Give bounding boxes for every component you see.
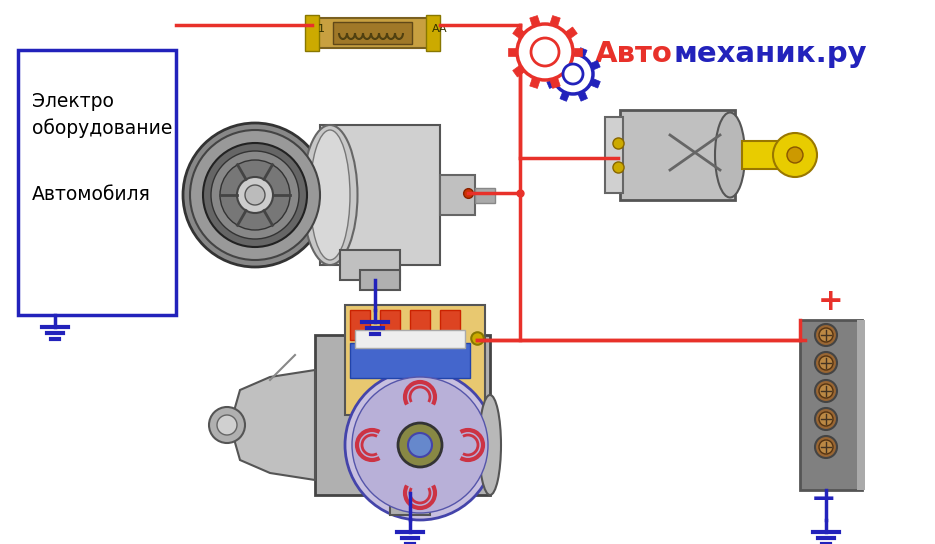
Bar (18, 50, 176, 315)
Circle shape (183, 123, 327, 267)
Bar (390, 490, 430, 515)
Bar (380, 310, 400, 340)
Circle shape (517, 24, 573, 80)
Circle shape (819, 412, 833, 426)
Bar (547, 61, 555, 70)
Text: оборудование: оборудование (32, 118, 172, 138)
Bar (340, 250, 400, 280)
Bar (512, 66, 524, 77)
Circle shape (220, 160, 290, 230)
Bar (426, 15, 440, 51)
Circle shape (217, 415, 237, 435)
Bar (350, 310, 370, 340)
Circle shape (190, 130, 320, 260)
Bar (800, 320, 862, 490)
Bar (410, 310, 430, 340)
Circle shape (209, 407, 245, 443)
Bar (591, 60, 600, 70)
Circle shape (245, 185, 265, 205)
Bar (605, 117, 623, 193)
Bar (315, 18, 430, 48)
Text: +: + (818, 287, 843, 317)
Bar (512, 27, 524, 38)
Bar (350, 343, 470, 378)
Bar (345, 305, 485, 415)
Bar (355, 330, 465, 348)
Ellipse shape (310, 130, 350, 260)
Bar (857, 320, 865, 490)
Bar (315, 335, 490, 495)
Bar (360, 270, 400, 290)
Circle shape (773, 133, 817, 177)
Text: А: А (432, 24, 439, 34)
Circle shape (563, 64, 583, 84)
Text: Электро: Электро (32, 92, 114, 111)
Circle shape (237, 177, 273, 213)
Bar (591, 79, 600, 88)
Circle shape (815, 352, 837, 374)
Bar (530, 16, 539, 26)
Ellipse shape (715, 113, 745, 197)
Bar (560, 92, 569, 101)
Circle shape (345, 370, 495, 520)
Circle shape (815, 408, 837, 430)
Circle shape (352, 377, 488, 513)
Circle shape (819, 384, 833, 398)
Circle shape (819, 328, 833, 342)
Bar (530, 78, 539, 89)
Circle shape (815, 436, 837, 458)
Bar (550, 78, 560, 89)
Circle shape (408, 433, 432, 457)
Bar (547, 79, 556, 89)
Ellipse shape (479, 395, 501, 495)
Bar (559, 48, 568, 57)
Bar (440, 175, 475, 215)
Bar (550, 16, 560, 26)
Circle shape (398, 423, 442, 467)
Bar (566, 66, 577, 77)
Bar (574, 48, 582, 56)
Bar (508, 48, 516, 56)
Circle shape (819, 356, 833, 370)
Circle shape (815, 380, 837, 402)
Text: Авто: Авто (595, 40, 673, 68)
Bar (475, 188, 495, 203)
Bar (578, 92, 587, 101)
Circle shape (531, 38, 559, 66)
Polygon shape (230, 370, 315, 480)
Text: А: А (439, 24, 447, 34)
Bar (742, 141, 792, 169)
Bar (333, 22, 412, 44)
Bar (440, 310, 460, 340)
Circle shape (819, 440, 833, 454)
Circle shape (787, 147, 803, 163)
Bar (305, 15, 319, 51)
Bar (620, 110, 735, 200)
Bar (320, 125, 440, 265)
Text: Автомобиля: Автомобиля (32, 185, 151, 204)
Circle shape (211, 151, 299, 239)
Circle shape (203, 143, 307, 247)
Bar (578, 48, 587, 57)
Text: 1: 1 (318, 24, 325, 34)
Text: механик.ру: механик.ру (673, 40, 867, 68)
Circle shape (815, 324, 837, 346)
Text: −: − (811, 485, 836, 515)
Ellipse shape (303, 125, 357, 265)
Circle shape (553, 54, 593, 94)
Bar (566, 27, 577, 38)
